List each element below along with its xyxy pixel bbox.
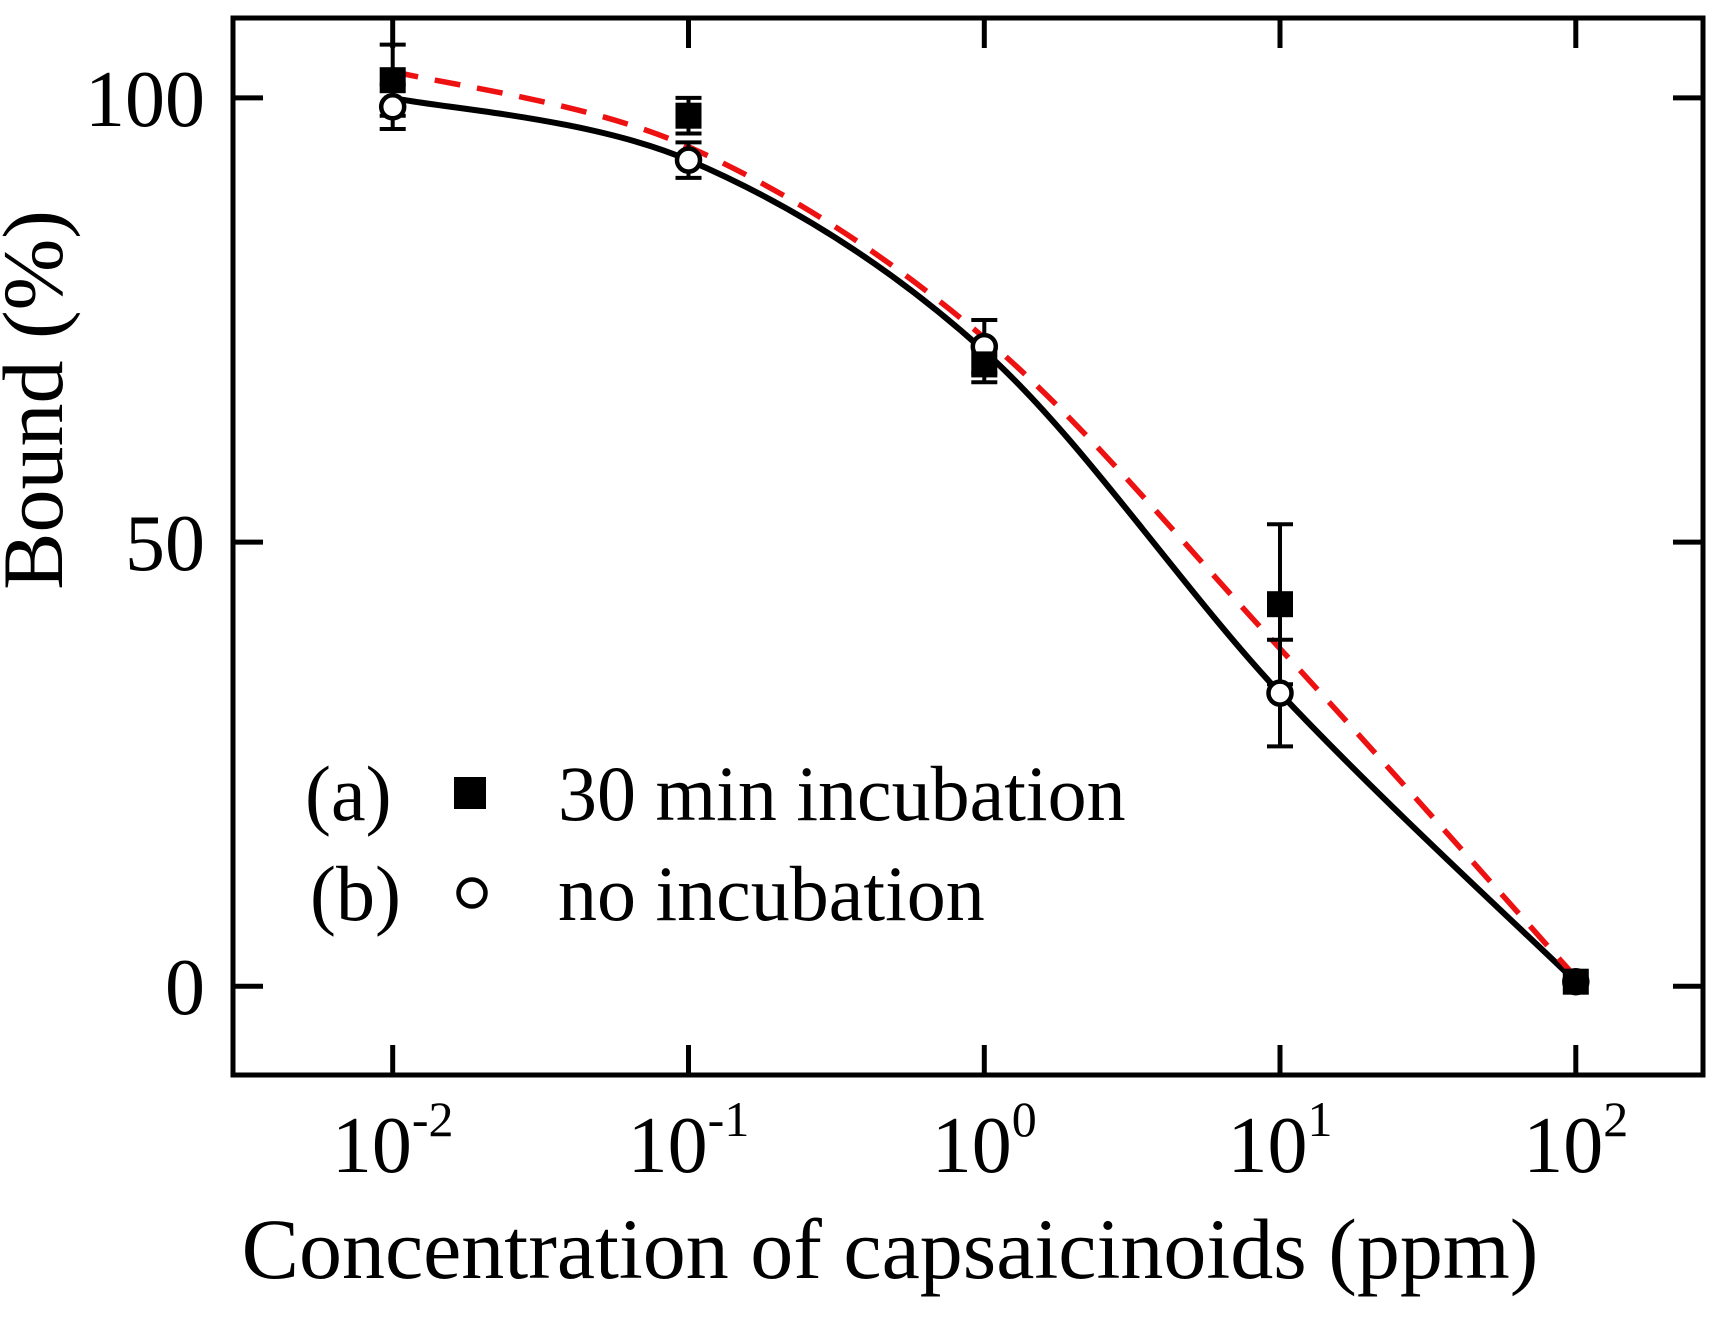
fit-curve-b <box>392 94 1578 984</box>
data-point-square <box>675 102 702 129</box>
legend-label-b: no incubation <box>558 850 985 937</box>
x-tick-label: 100 <box>932 1091 1037 1190</box>
data-point-circle <box>1266 679 1294 707</box>
legend-marker-circle-icon <box>456 877 488 909</box>
y-tick-label: 0 <box>165 944 205 1032</box>
data-point-circle <box>674 146 703 174</box>
y-tick-label: 100 <box>85 56 205 144</box>
data-point-square <box>971 351 998 378</box>
legend-tag-b: (b) <box>310 850 401 937</box>
data-point-square <box>1267 591 1293 618</box>
x-axis-label: Concentration of capsaicinoids (ppm) <box>242 1201 1539 1297</box>
x-tick-label: 101 <box>1228 1091 1333 1190</box>
data-point-square <box>379 67 406 94</box>
x-tick-label: 10-1 <box>628 1091 750 1190</box>
x-tick-label: 10-2 <box>332 1091 454 1190</box>
legend: (a) 30 min incubation (b) no incubation <box>305 750 1126 937</box>
data-point-square <box>1562 968 1589 995</box>
legend-label-a: 30 min incubation <box>558 750 1126 837</box>
x-tick-label: 102 <box>1523 1091 1628 1190</box>
legend-marker-square-icon <box>454 777 486 809</box>
fit-curve-a <box>392 68 1578 980</box>
y-tick-label: 50 <box>125 500 205 588</box>
plot-frame <box>230 15 1706 1078</box>
legend-tag-a: (a) <box>305 750 392 837</box>
data-point-circle <box>378 93 407 121</box>
y-axis-label: Bound (%) <box>0 210 81 590</box>
plot-layer: 10-2 10-1 100 101 102 0 50 100 <box>85 15 1706 1190</box>
